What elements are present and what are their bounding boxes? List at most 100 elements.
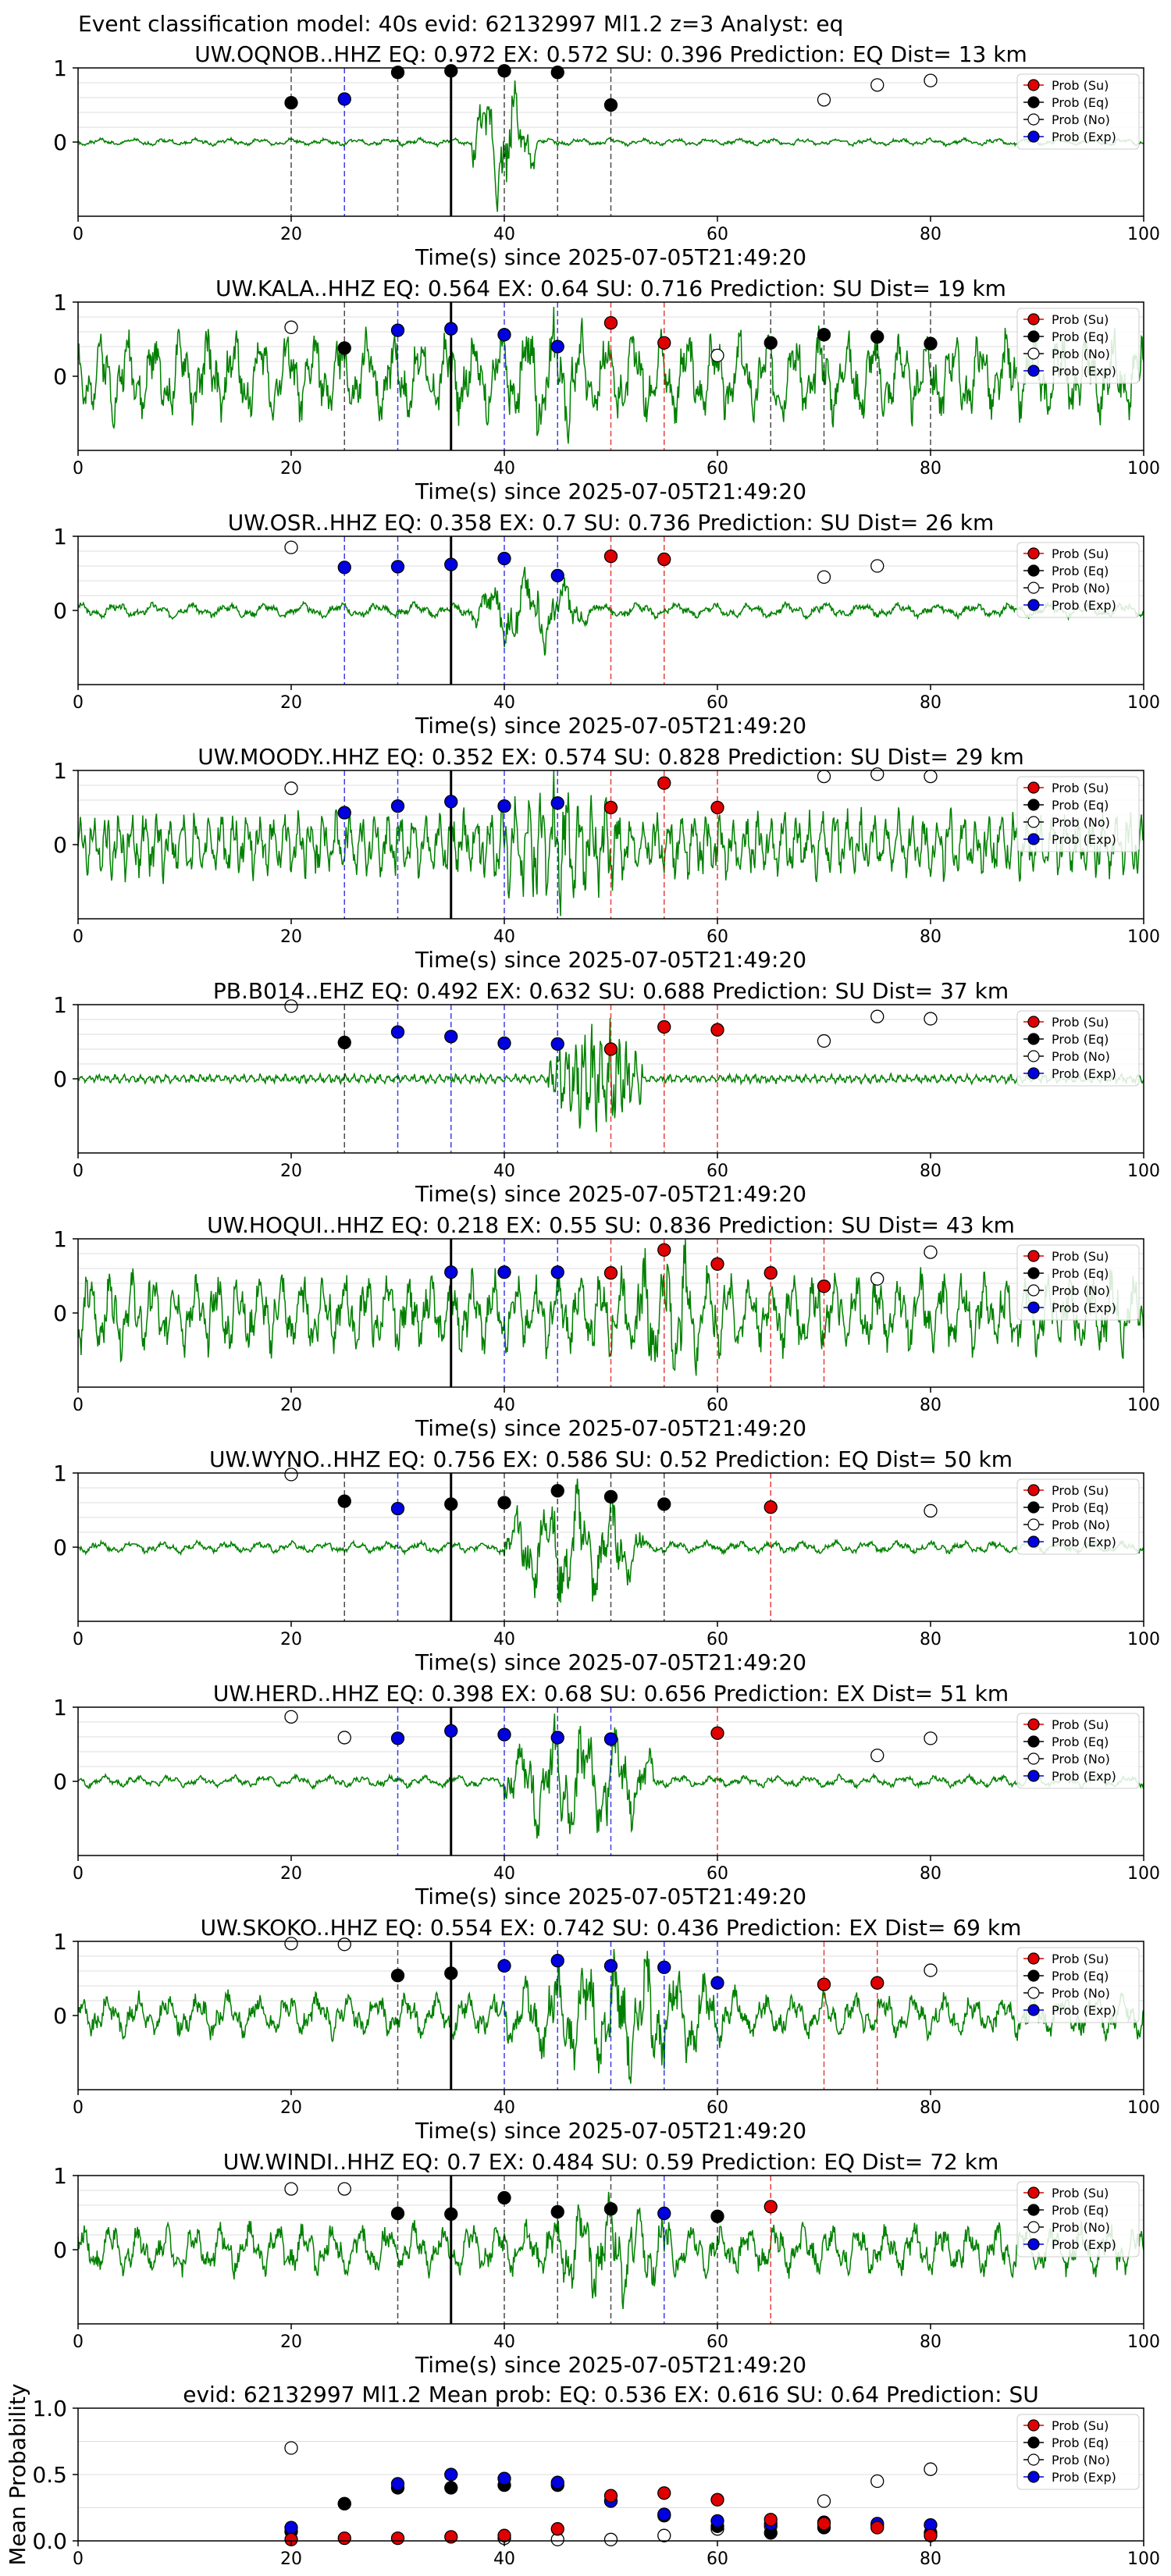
x-tick-label: 80: [920, 927, 941, 947]
prob-point-no: [924, 1012, 938, 1026]
prob-point-eq: [390, 1969, 405, 1983]
prob-point-eq: [817, 328, 831, 342]
prob-point-exp: [603, 1732, 618, 1746]
legend-label-exp: Prob (Exp): [1052, 832, 1116, 847]
prob-point-no: [284, 320, 298, 334]
x-axis-label: Time(s) since 2025-07-05T21:49:20: [415, 947, 806, 973]
prob-point-su: [710, 800, 724, 815]
y-tick-label: 1: [53, 1929, 67, 1955]
prob-point-eq: [444, 64, 458, 78]
legend-marker-su: [1027, 2186, 1040, 2199]
prob-point-eq: [550, 66, 564, 80]
prob-point-no: [710, 348, 724, 363]
x-axis-label: Time(s) since 2025-07-05T21:49:20: [415, 1649, 806, 1675]
x-tick-label: 60: [707, 225, 728, 244]
x-tick-label: 60: [707, 927, 728, 947]
prob-point-no: [817, 93, 831, 107]
legend-label-su: Prob (Su): [1052, 781, 1109, 795]
x-tick-label: 80: [920, 2549, 941, 2569]
prob-point-exp: [550, 340, 564, 354]
prob-point-su: [817, 2517, 831, 2531]
x-axis-label: Time(s) since 2025-07-05T21:49:20: [415, 2352, 806, 2378]
y-tick-label: 1: [53, 758, 67, 784]
legend-label-no: Prob (No): [1052, 1752, 1110, 1767]
legend-label-eq: Prob (Eq): [1052, 798, 1109, 813]
panel-9: UW.SKOKO..HHZ EQ: 0.554 EX: 0.742 SU: 0.…: [53, 1915, 1160, 2144]
legend-marker-eq: [1027, 2436, 1040, 2449]
x-tick-label: 60: [707, 2549, 728, 2569]
y-axis-label: Mean Probability: [5, 2383, 30, 2565]
x-tick-label: 0: [73, 2098, 84, 2118]
prob-point-no: [284, 1937, 298, 1951]
x-tick-label: 80: [920, 459, 941, 479]
legend-marker-no: [1027, 582, 1040, 594]
legend-marker-no: [1027, 2221, 1040, 2233]
legend-marker-exp: [1027, 1067, 1040, 1080]
legend: Prob (Su) Prob (Eq) Prob (No) Prob (Exp): [1016, 1478, 1140, 1555]
prob-point-su: [870, 2521, 884, 2535]
prob-point-su: [603, 315, 618, 330]
x-tick-label: 60: [707, 2098, 728, 2118]
legend-marker-eq: [1027, 1969, 1040, 1982]
x-tick-label: 60: [707, 1396, 728, 1415]
legend: Prob (Su) Prob (Eq) Prob (No) Prob (Exp): [1016, 1244, 1140, 1321]
x-tick-label: 80: [920, 2098, 941, 2118]
x-tick-label: 20: [280, 1864, 302, 1884]
legend-label-no: Prob (No): [1052, 1986, 1110, 2001]
legend-label-eq: Prob (Eq): [1052, 564, 1109, 578]
prob-point-eq: [337, 1494, 351, 1508]
prob-point-su: [603, 550, 618, 564]
legend-label-su: Prob (Su): [1052, 1717, 1109, 1732]
prob-point-exp: [497, 1265, 511, 1279]
prob-point-no: [817, 1034, 831, 1048]
x-tick-label: 20: [280, 459, 302, 479]
legend-marker-no: [1027, 816, 1040, 828]
legend: Prob (Su) Prob (Eq) Prob (No) Prob (Exp): [1016, 73, 1140, 150]
prob-point-su: [763, 2513, 778, 2527]
x-tick-label: 80: [920, 1396, 941, 1415]
prob-point-su: [497, 2528, 511, 2542]
legend-box: [1016, 776, 1140, 852]
legend-label-no: Prob (No): [1052, 347, 1110, 361]
legend-label-no: Prob (No): [1052, 2453, 1110, 2467]
waveform-trace: [77, 1239, 1144, 1376]
prob-point-eq: [284, 95, 298, 110]
x-tick-label: 20: [280, 693, 302, 713]
x-tick-label: 100: [1127, 2549, 1160, 2569]
legend-box: [1016, 73, 1140, 150]
prob-point-exp: [444, 1265, 458, 1279]
x-tick-label: 60: [707, 1864, 728, 1884]
prob-point-exp: [657, 1960, 671, 1974]
prob-point-eq: [390, 2206, 405, 2221]
panel-title: UW.OSR..HHZ EQ: 0.358 EX: 0.7 SU: 0.736 …: [228, 510, 994, 535]
legend-marker-no: [1027, 347, 1040, 360]
prob-point-su: [817, 1977, 831, 1991]
prob-point-no: [924, 2462, 938, 2476]
prob-point-su: [603, 2489, 618, 2503]
legend-marker-su: [1027, 313, 1040, 326]
legend-label-su: Prob (Su): [1052, 1249, 1109, 1264]
prob-point-exp: [390, 1501, 405, 1516]
prob-point-exp: [497, 799, 511, 813]
y-tick-label: 0.0: [32, 2528, 67, 2554]
x-tick-label: 20: [280, 2332, 302, 2352]
legend-label-exp: Prob (Exp): [1052, 1300, 1116, 1315]
legend-label-exp: Prob (Exp): [1052, 130, 1116, 144]
prob-point-su: [870, 1976, 884, 1990]
x-tick-label: 100: [1127, 2332, 1160, 2352]
y-tick-label: 1: [53, 290, 67, 315]
prob-point-su: [657, 2486, 671, 2500]
prob-point-exp: [710, 2514, 724, 2528]
x-tick-label: 100: [1127, 693, 1160, 713]
y-tick-label: 0: [53, 130, 67, 155]
prob-point-no: [284, 1468, 298, 1482]
legend-label-no: Prob (No): [1052, 1049, 1110, 1064]
prob-point-no: [870, 1272, 884, 1286]
legend-marker-eq: [1027, 330, 1040, 343]
prob-point-exp: [444, 2467, 458, 2482]
prob-point-exp: [497, 2471, 511, 2485]
prob-point-eq: [497, 2190, 511, 2205]
prob-point-exp: [710, 1976, 724, 1990]
legend-label-exp: Prob (Exp): [1052, 2470, 1116, 2485]
legend-marker-eq: [1027, 799, 1040, 811]
